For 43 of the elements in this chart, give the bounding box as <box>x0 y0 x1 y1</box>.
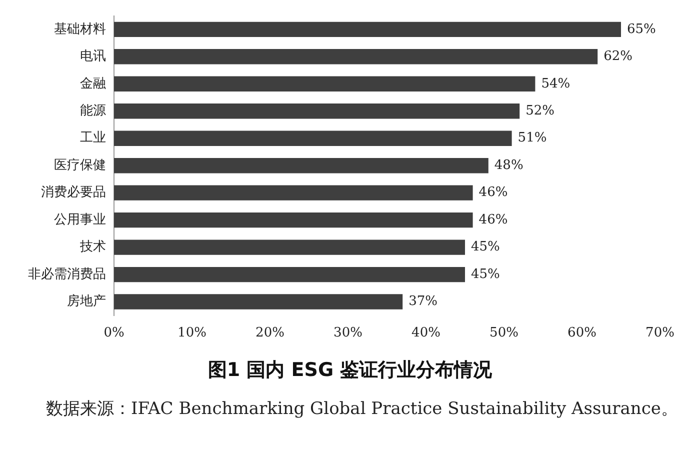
y-tick-label: 非必需消费品 <box>28 266 106 282</box>
data-label: 51% <box>518 130 547 146</box>
data-label: 48% <box>494 158 524 173</box>
data-label: 65% <box>627 22 656 37</box>
x-tick-label: 20% <box>256 326 284 341</box>
x-tick-label: 30% <box>334 326 362 341</box>
data-label: 45% <box>471 240 500 255</box>
y-tick-label: 金融 <box>80 76 106 92</box>
data-label: 62% <box>604 49 633 64</box>
bar <box>114 185 473 200</box>
bar <box>114 240 465 255</box>
y-tick-label: 能源 <box>80 104 106 118</box>
data-label: 37% <box>408 294 438 310</box>
bar <box>114 158 488 174</box>
y-tick-label: 工业 <box>80 130 106 146</box>
bar <box>114 49 598 64</box>
bar <box>114 130 512 146</box>
data-label: 46% <box>478 185 508 200</box>
bar <box>114 212 473 228</box>
source-note: 数据来源：IFAC Benchmarking Global Practice Sustainability Assurance。 <box>46 398 679 421</box>
data-label: 45% <box>471 266 500 282</box>
bar <box>114 294 403 310</box>
y-tick-label: 房地产 <box>67 293 106 310</box>
x-tick-label: 0% <box>104 326 124 341</box>
x-tick-label: 70% <box>646 326 674 341</box>
x-tick-label: 60% <box>568 326 596 341</box>
y-tick-label: 医疗保健 <box>54 158 106 173</box>
y-tick-label: 技术 <box>79 240 106 255</box>
data-label: 46% <box>478 212 508 228</box>
y-tick-label: 消费必要品 <box>41 185 106 200</box>
data-label: 54% <box>541 76 570 92</box>
x-tick-label: 50% <box>490 326 518 341</box>
x-tick-label: 40% <box>412 326 440 341</box>
y-tick-label: 基础材料 <box>54 22 106 37</box>
bar <box>114 76 536 92</box>
bar <box>114 104 520 119</box>
bar <box>114 22 621 38</box>
data-label: 52% <box>526 104 555 118</box>
bar <box>114 266 465 282</box>
text: 图1 国内 ESG 鉴证行业分布情况 <box>206 358 494 383</box>
y-tick-label: 电讯 <box>80 49 106 64</box>
y-tick-label: 公用事业 <box>54 212 106 228</box>
x-tick-label: 10% <box>178 326 206 341</box>
